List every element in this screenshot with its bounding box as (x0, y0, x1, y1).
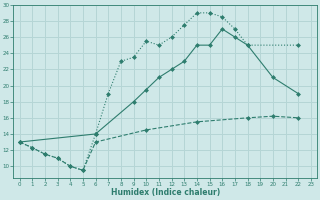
X-axis label: Humidex (Indice chaleur): Humidex (Indice chaleur) (111, 188, 220, 197)
